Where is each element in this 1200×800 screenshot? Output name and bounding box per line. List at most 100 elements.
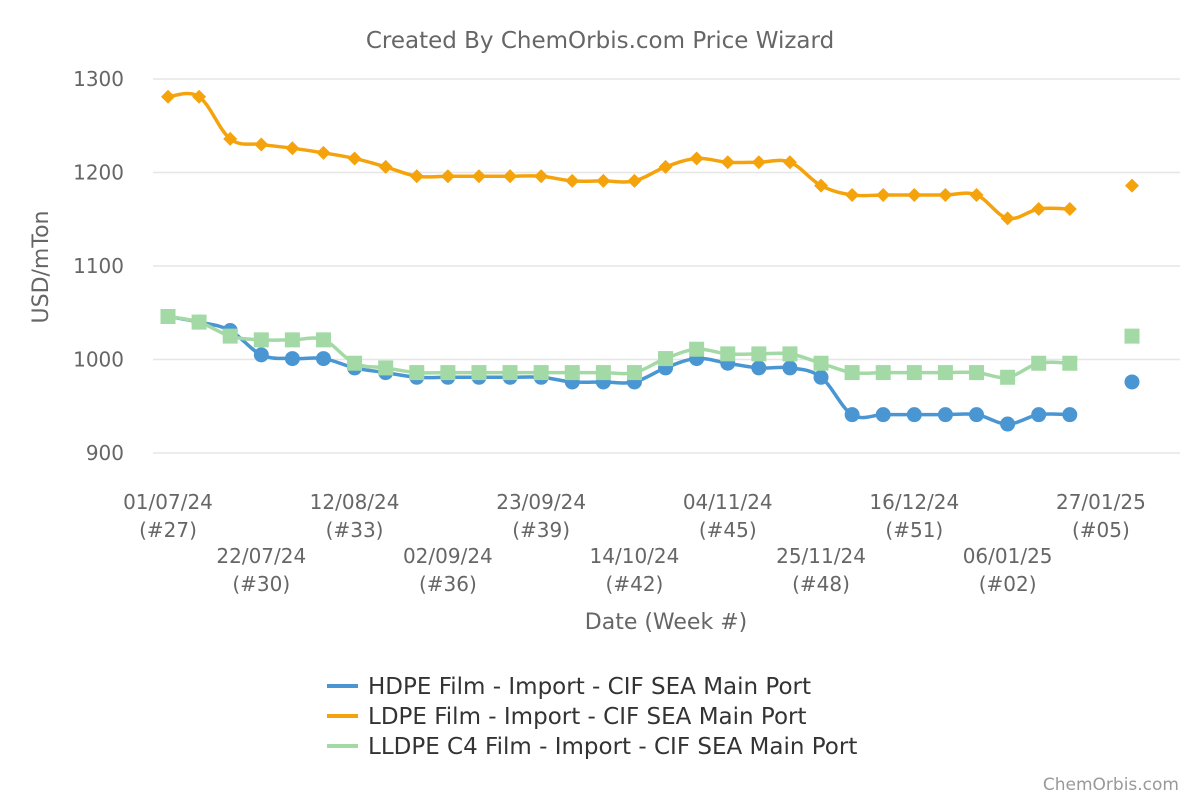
series-lldpe [160, 308, 1140, 385]
data-point [751, 155, 766, 170]
x-tick-date: 23/09/24 [496, 490, 586, 514]
y-tick-label: 1300 [73, 67, 124, 91]
data-point [658, 351, 674, 367]
y-axis-label: USD/mTon [29, 211, 54, 324]
credit-text[interactable]: ChemOrbis.com [1043, 775, 1179, 795]
data-point [658, 159, 673, 174]
data-point [1125, 178, 1139, 193]
data-point [844, 365, 860, 381]
data-point [565, 173, 580, 188]
series-line [167, 314, 1070, 380]
data-point [938, 187, 953, 202]
x-tick-week: (#05) [1072, 518, 1130, 542]
legend-label: HDPE Film - Import - CIF SEA Main Port [368, 674, 811, 700]
x-tick-date: 27/01/25 [1056, 490, 1146, 514]
x-tick-week: (#48) [792, 572, 850, 596]
data-point [471, 365, 487, 381]
data-point [409, 365, 425, 381]
series-line [167, 91, 1070, 221]
x-tick-week: (#27) [139, 518, 197, 542]
data-point [564, 365, 580, 381]
legend-item[interactable]: HDPE Film - Import - CIF SEA Main Port [327, 674, 811, 700]
data-point [378, 360, 394, 376]
y-axis-ticks: 900 1000 1100 1200 1300 [73, 67, 124, 465]
x-tick-week: (#36) [419, 572, 477, 596]
data-point [347, 151, 362, 166]
y-tick-label: 1100 [73, 254, 124, 278]
data-point [844, 407, 860, 423]
data-point [689, 341, 705, 357]
data-point [1124, 328, 1140, 344]
data-point [161, 89, 175, 104]
data-point [471, 169, 486, 184]
x-tick-date: 02/09/24 [403, 544, 493, 568]
data-point [875, 407, 891, 423]
data-point [347, 355, 363, 371]
data-point [845, 187, 860, 202]
legend-item[interactable]: LDPE Film - Import - CIF SEA Main Port [327, 704, 807, 730]
data-point [1062, 407, 1078, 423]
data-point [315, 332, 331, 348]
data-point [751, 346, 767, 362]
x-tick-date: 14/10/24 [590, 544, 680, 568]
data-point [596, 173, 611, 188]
data-point [316, 145, 331, 160]
legend-label: LDPE Film - Import - CIF SEA Main Port [368, 704, 807, 730]
data-point [627, 173, 642, 188]
data-point [285, 141, 300, 156]
data-point [595, 365, 611, 381]
x-tick-date: 01/07/24 [123, 490, 213, 514]
data-point [1000, 416, 1016, 432]
series-ldpe [161, 89, 1139, 226]
data-point [969, 187, 984, 202]
x-tick-week: (#45) [699, 518, 757, 542]
series-hdpe [160, 308, 1140, 432]
data-point [689, 151, 704, 166]
x-axis-label: Date (Week #) [585, 610, 747, 635]
data-point [222, 328, 238, 344]
x-tick-week: (#30) [232, 572, 290, 596]
series-line [167, 314, 1070, 426]
data-point [1031, 355, 1047, 371]
x-tick-week: (#33) [326, 518, 384, 542]
data-point [284, 332, 300, 348]
data-point [906, 365, 922, 381]
x-tick-date: 04/11/24 [683, 490, 773, 514]
data-point [969, 407, 985, 423]
x-tick-date: 12/08/24 [310, 490, 400, 514]
data-point [969, 365, 985, 381]
data-point [502, 365, 518, 381]
legend-label: LLDPE C4 Film - Import - CIF SEA Main Po… [368, 734, 857, 760]
data-point [1031, 201, 1046, 216]
data-point [253, 347, 269, 363]
data-point [875, 365, 891, 381]
grid-layer [153, 78, 1180, 454]
data-point [937, 407, 953, 423]
data-point [440, 169, 455, 184]
data-point [720, 155, 735, 170]
y-tick-label: 1000 [73, 348, 124, 372]
data-point [440, 365, 456, 381]
data-point [1000, 369, 1016, 385]
x-tick-week: (#39) [512, 518, 570, 542]
data-point [813, 369, 829, 385]
data-point [378, 159, 393, 174]
x-tick-week: (#42) [606, 572, 664, 596]
data-point [1000, 211, 1015, 226]
data-point [626, 365, 642, 381]
data-point [254, 137, 269, 152]
x-tick-date: 06/01/25 [963, 544, 1053, 568]
data-point [937, 365, 953, 381]
data-point [813, 355, 829, 371]
data-point [284, 351, 300, 367]
data-point [1062, 201, 1077, 216]
data-point [782, 360, 798, 376]
legend-item[interactable]: LLDPE C4 Film - Import - CIF SEA Main Po… [327, 734, 857, 760]
data-point [253, 332, 269, 348]
data-point [315, 351, 331, 367]
data-point [533, 365, 549, 381]
data-point [906, 407, 922, 423]
data-point [907, 187, 922, 202]
data-point [814, 178, 829, 193]
